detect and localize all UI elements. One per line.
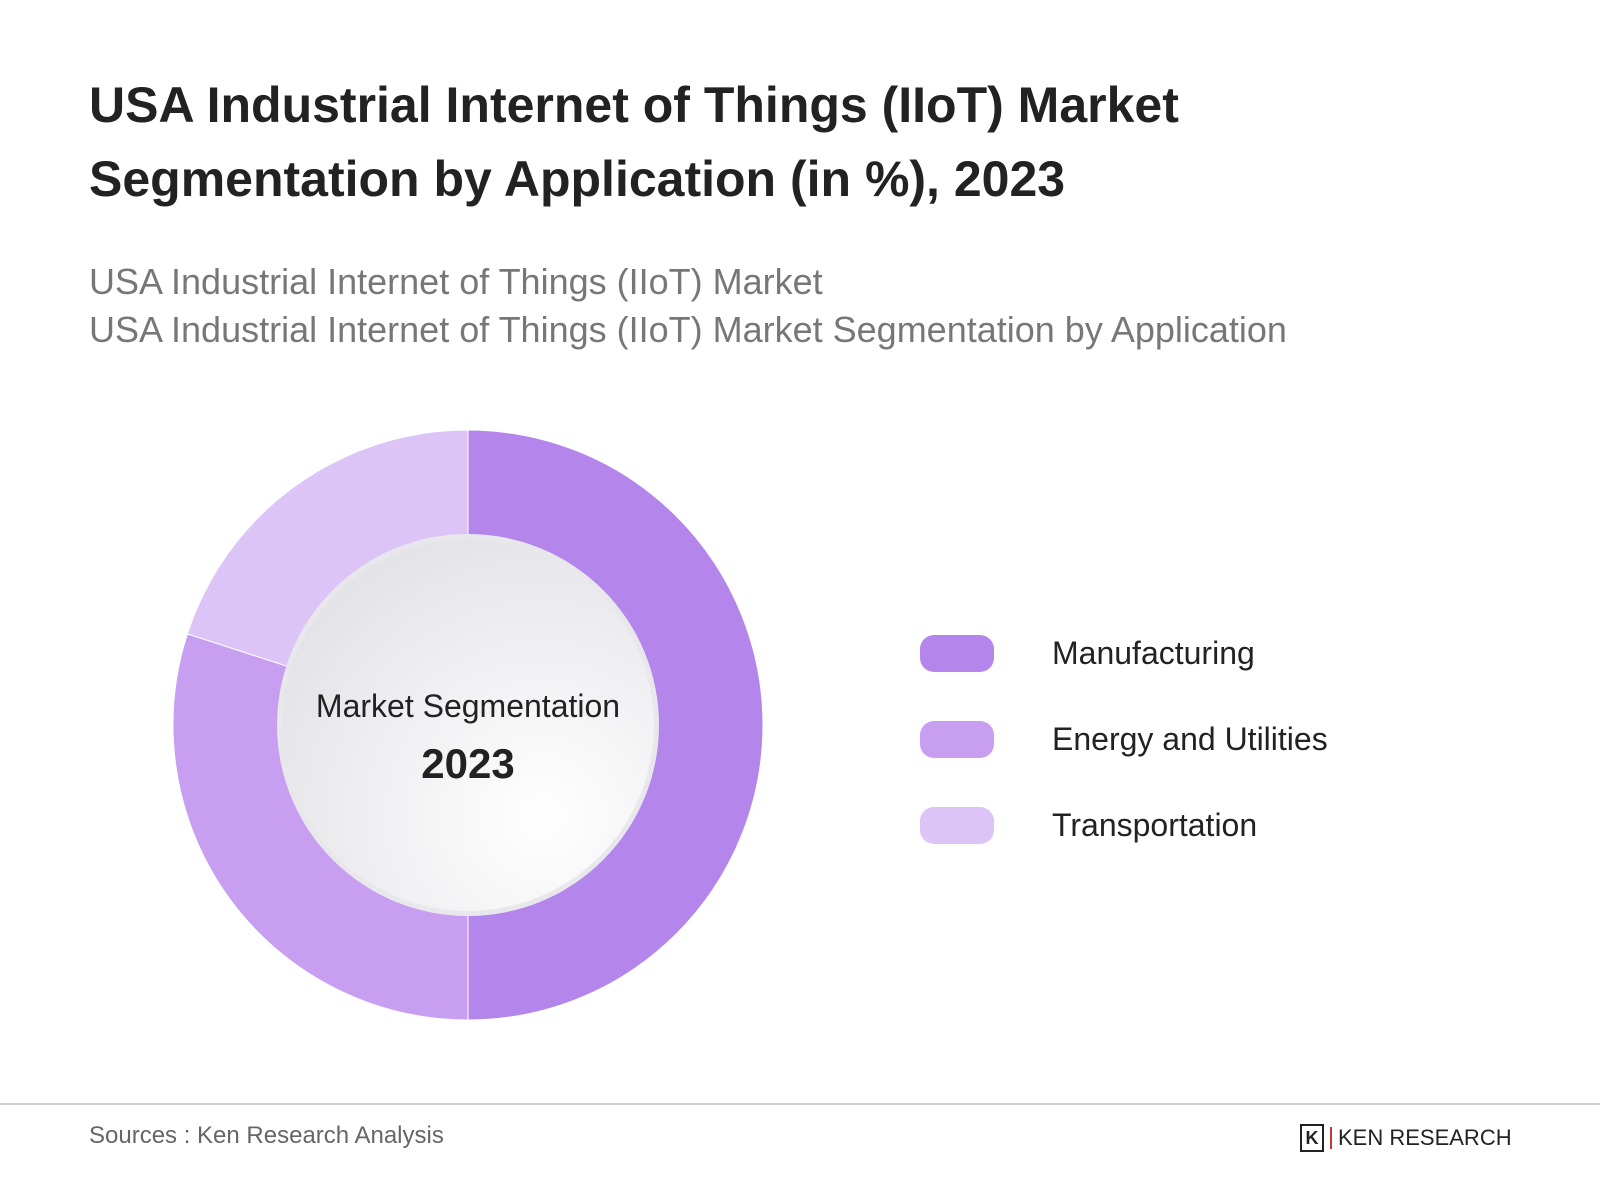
logo-mark-icon: K [1300, 1124, 1324, 1152]
logo-text: KEN RESEARCH [1338, 1125, 1512, 1150]
legend-swatch [920, 806, 994, 844]
legend-item-manufacturing: Manufacturing [920, 610, 1328, 696]
subtitle-line-2: USA Industrial Internet of Things (IIoT)… [89, 309, 1287, 350]
legend-item-transportation: Transportation [920, 782, 1328, 868]
legend-label: Energy and Utilities [1052, 720, 1328, 757]
center-value: 2023 [421, 740, 515, 787]
title-line-1: USA Industrial Internet of Things (IIoT)… [89, 77, 1179, 133]
chart-subtitle: USA Industrial Internet of Things (IIoT)… [89, 258, 1287, 354]
center-label: Market Segmentation [315, 688, 621, 724]
subtitle-line-1: USA Industrial Internet of Things (IIoT)… [89, 261, 823, 302]
chart-title: USA Industrial Internet of Things (IIoT)… [89, 68, 1489, 216]
ken-research-logo: K KEN RESEARCH [1300, 1124, 1512, 1152]
logo-divider [1330, 1127, 1332, 1149]
footer-divider [0, 1103, 1600, 1105]
legend-swatch [920, 634, 994, 672]
sources-text: Sources : Ken Research Analysis [89, 1122, 444, 1149]
legend-label: Transportation [1052, 806, 1258, 843]
legend-item-energy-and-utilities: Energy and Utilities [920, 696, 1328, 782]
title-line-2: Segmentation by Application (in %), 2023 [89, 151, 1066, 207]
legend-label: Manufacturing [1052, 634, 1255, 671]
legend: Manufacturing Energy and Utilities Trans… [920, 610, 1328, 868]
center-disc [282, 539, 654, 911]
legend-swatch [920, 720, 994, 758]
